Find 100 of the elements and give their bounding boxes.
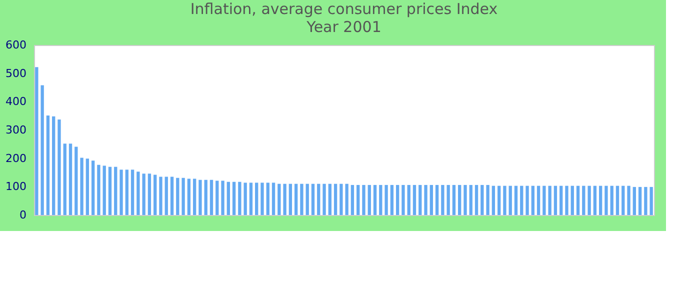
bar <box>283 184 286 215</box>
bar <box>288 184 292 215</box>
bar <box>58 120 61 215</box>
bar <box>226 182 230 215</box>
bar <box>368 184 371 215</box>
bar <box>170 176 174 215</box>
bar <box>350 184 354 215</box>
bar <box>542 186 546 215</box>
bar <box>560 186 563 215</box>
bar <box>497 186 501 215</box>
bar <box>216 180 219 215</box>
bar <box>598 186 602 215</box>
bar <box>474 184 478 215</box>
bar <box>486 184 490 215</box>
bar <box>407 184 410 215</box>
bar <box>97 164 100 215</box>
bar <box>154 174 157 215</box>
bar <box>91 160 95 215</box>
bar <box>469 184 472 215</box>
bar <box>526 186 529 215</box>
chart-subtitle: Year 2001 <box>306 18 382 36</box>
bar <box>548 186 552 215</box>
bar <box>306 184 309 215</box>
bar <box>480 184 484 215</box>
y-tick-label: 0 <box>20 208 26 222</box>
bar <box>142 174 146 215</box>
bar <box>536 186 540 215</box>
bar <box>260 182 264 215</box>
bar <box>588 186 591 215</box>
bar <box>503 186 506 215</box>
bar <box>244 182 247 215</box>
bar <box>148 174 152 215</box>
bar <box>52 116 56 215</box>
bar <box>340 184 343 215</box>
bar <box>266 182 270 215</box>
bar <box>74 146 78 215</box>
bar <box>576 186 580 215</box>
bar <box>63 144 66 215</box>
y-tick-label: 100 <box>6 180 26 194</box>
bar <box>531 186 534 215</box>
y-tick-label: 200 <box>6 152 26 165</box>
bar <box>593 186 597 215</box>
bar <box>136 172 140 215</box>
bar <box>402 184 405 215</box>
bar <box>86 158 90 215</box>
bar <box>108 166 112 215</box>
bar <box>632 186 636 215</box>
bar <box>221 180 224 215</box>
bar <box>249 182 253 215</box>
bar <box>650 186 653 215</box>
bar <box>452 184 456 215</box>
y-tick-label: 500 <box>6 66 26 80</box>
bar <box>192 178 196 215</box>
bar <box>644 186 648 215</box>
bar <box>300 184 304 215</box>
bar <box>508 186 512 215</box>
bar <box>435 184 439 215</box>
bar <box>412 184 416 215</box>
bar <box>232 182 236 215</box>
bar <box>114 166 118 215</box>
bar <box>622 186 625 215</box>
bar <box>176 178 180 215</box>
bar <box>182 178 185 215</box>
bar <box>35 67 38 215</box>
bar <box>345 184 348 215</box>
y-tick-label: 600 <box>6 38 26 52</box>
bar <box>272 182 276 215</box>
bar <box>40 85 44 215</box>
bar <box>46 116 50 215</box>
y-tick-label: 400 <box>6 95 26 108</box>
bar <box>356 184 360 215</box>
bar <box>187 178 191 215</box>
bar <box>638 186 642 215</box>
bar <box>294 184 298 215</box>
bar <box>210 180 214 215</box>
bar <box>322 184 326 215</box>
bar <box>446 184 450 215</box>
bar <box>80 158 84 215</box>
bar <box>582 186 586 215</box>
bar <box>554 186 558 215</box>
y-tick-label: 300 <box>6 124 26 136</box>
bar <box>278 184 281 215</box>
bar <box>238 182 242 215</box>
bar <box>384 184 388 215</box>
bar <box>317 184 320 215</box>
bar <box>328 184 332 215</box>
bar <box>418 184 422 215</box>
bar <box>120 170 123 215</box>
bar <box>430 184 433 215</box>
bar <box>390 184 394 215</box>
bar <box>159 176 162 215</box>
bar <box>379 184 382 215</box>
bar <box>616 186 620 215</box>
bar <box>610 186 614 215</box>
bar <box>334 184 338 215</box>
bar <box>424 184 428 215</box>
bar <box>514 186 518 215</box>
bar <box>130 170 134 215</box>
bar <box>396 184 400 215</box>
bar <box>570 186 574 215</box>
